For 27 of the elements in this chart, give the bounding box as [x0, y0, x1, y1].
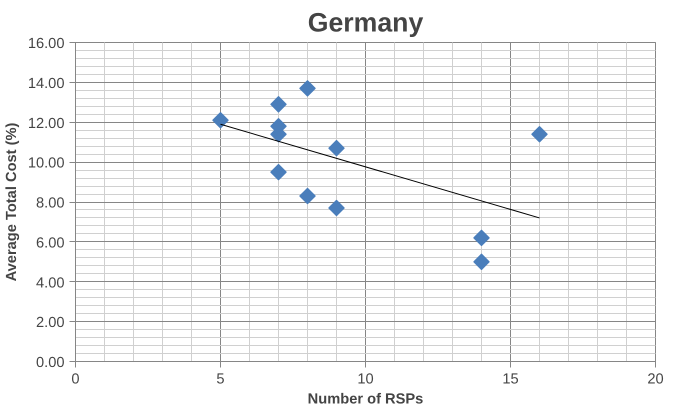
- point: [473, 230, 490, 246]
- point: [299, 80, 316, 97]
- y-tick-label: 16.00: [28, 36, 65, 52]
- y-tick-label: 2.00: [36, 315, 65, 332]
- y-tick-label: 10.00: [28, 156, 65, 172]
- y-tick-label: 12.00: [28, 116, 65, 132]
- x-tick-label: 5: [216, 372, 225, 388]
- y-tick-label: 0.00: [36, 355, 65, 371]
- point: [212, 112, 229, 129]
- x-tick-label: 0: [71, 372, 80, 388]
- x-tick-label: 15: [502, 372, 519, 388]
- x-tick-label: 20: [647, 372, 664, 388]
- y-tick-label: 4.00: [36, 275, 65, 292]
- x-axis-title: Number of RSPs: [308, 392, 424, 408]
- y-tick-label: 8.00: [36, 196, 65, 212]
- y-tick-label: 6.00: [36, 235, 65, 252]
- point: [328, 140, 345, 156]
- point: [531, 126, 548, 142]
- point: [270, 96, 287, 113]
- point: [473, 254, 490, 270]
- y-axis-title: Average Total Cost (%): [4, 122, 20, 282]
- y-tick-label: 14.00: [28, 76, 65, 92]
- point: [270, 164, 287, 180]
- chart-title: Germany: [308, 8, 424, 38]
- point: [328, 200, 345, 216]
- point: [299, 188, 316, 204]
- x-tick-label: 10: [357, 372, 374, 388]
